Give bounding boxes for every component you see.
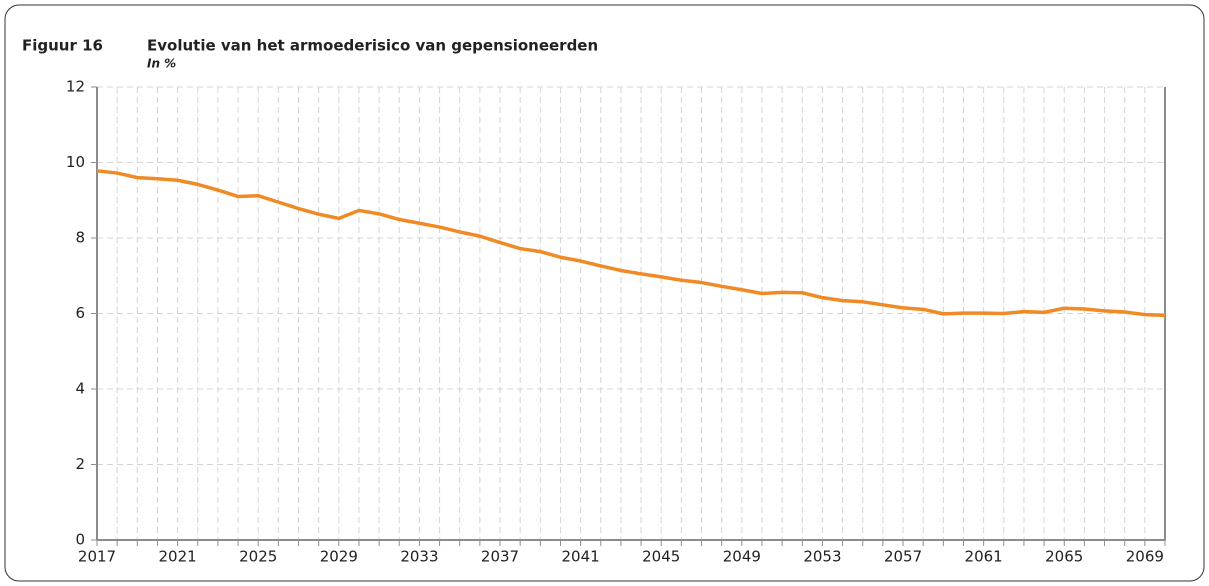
- x-tick-label: 2057: [884, 548, 922, 566]
- x-tick-label: 2045: [642, 548, 680, 566]
- x-tick-label: 2041: [562, 548, 600, 566]
- x-tick-label: 2061: [965, 548, 1003, 566]
- chart-subtitle: In %: [147, 57, 176, 71]
- frame: [4, 4, 1205, 582]
- figure-label: Figuur 16: [22, 37, 103, 55]
- data-line: [96, 169, 1166, 318]
- y-tick-label: 10: [66, 153, 85, 171]
- x-tick-label: 2033: [400, 548, 438, 566]
- y-tick-label: 0: [75, 531, 85, 549]
- chart-title: Evolutie van het armoederisico van gepen…: [147, 37, 598, 55]
- x-tick-label: 2021: [159, 548, 197, 566]
- x-tick-label: 2053: [803, 548, 841, 566]
- y-tick-label: 12: [66, 78, 85, 96]
- y-tick-label: 2: [75, 455, 85, 473]
- y-tick-label: 6: [75, 304, 85, 322]
- y-tick-label: 8: [75, 229, 85, 247]
- y-tick-label: 4: [75, 380, 85, 398]
- x-tick-label: 2017: [78, 548, 116, 566]
- x-tick-label: 2025: [239, 548, 277, 566]
- x-tick-label: 2029: [320, 548, 358, 566]
- x-tick-label: 2069: [1126, 548, 1164, 566]
- x-tick-label: 2037: [481, 548, 519, 566]
- x-tick-label: 2049: [723, 548, 761, 566]
- x-tick-label: 2065: [1045, 548, 1083, 566]
